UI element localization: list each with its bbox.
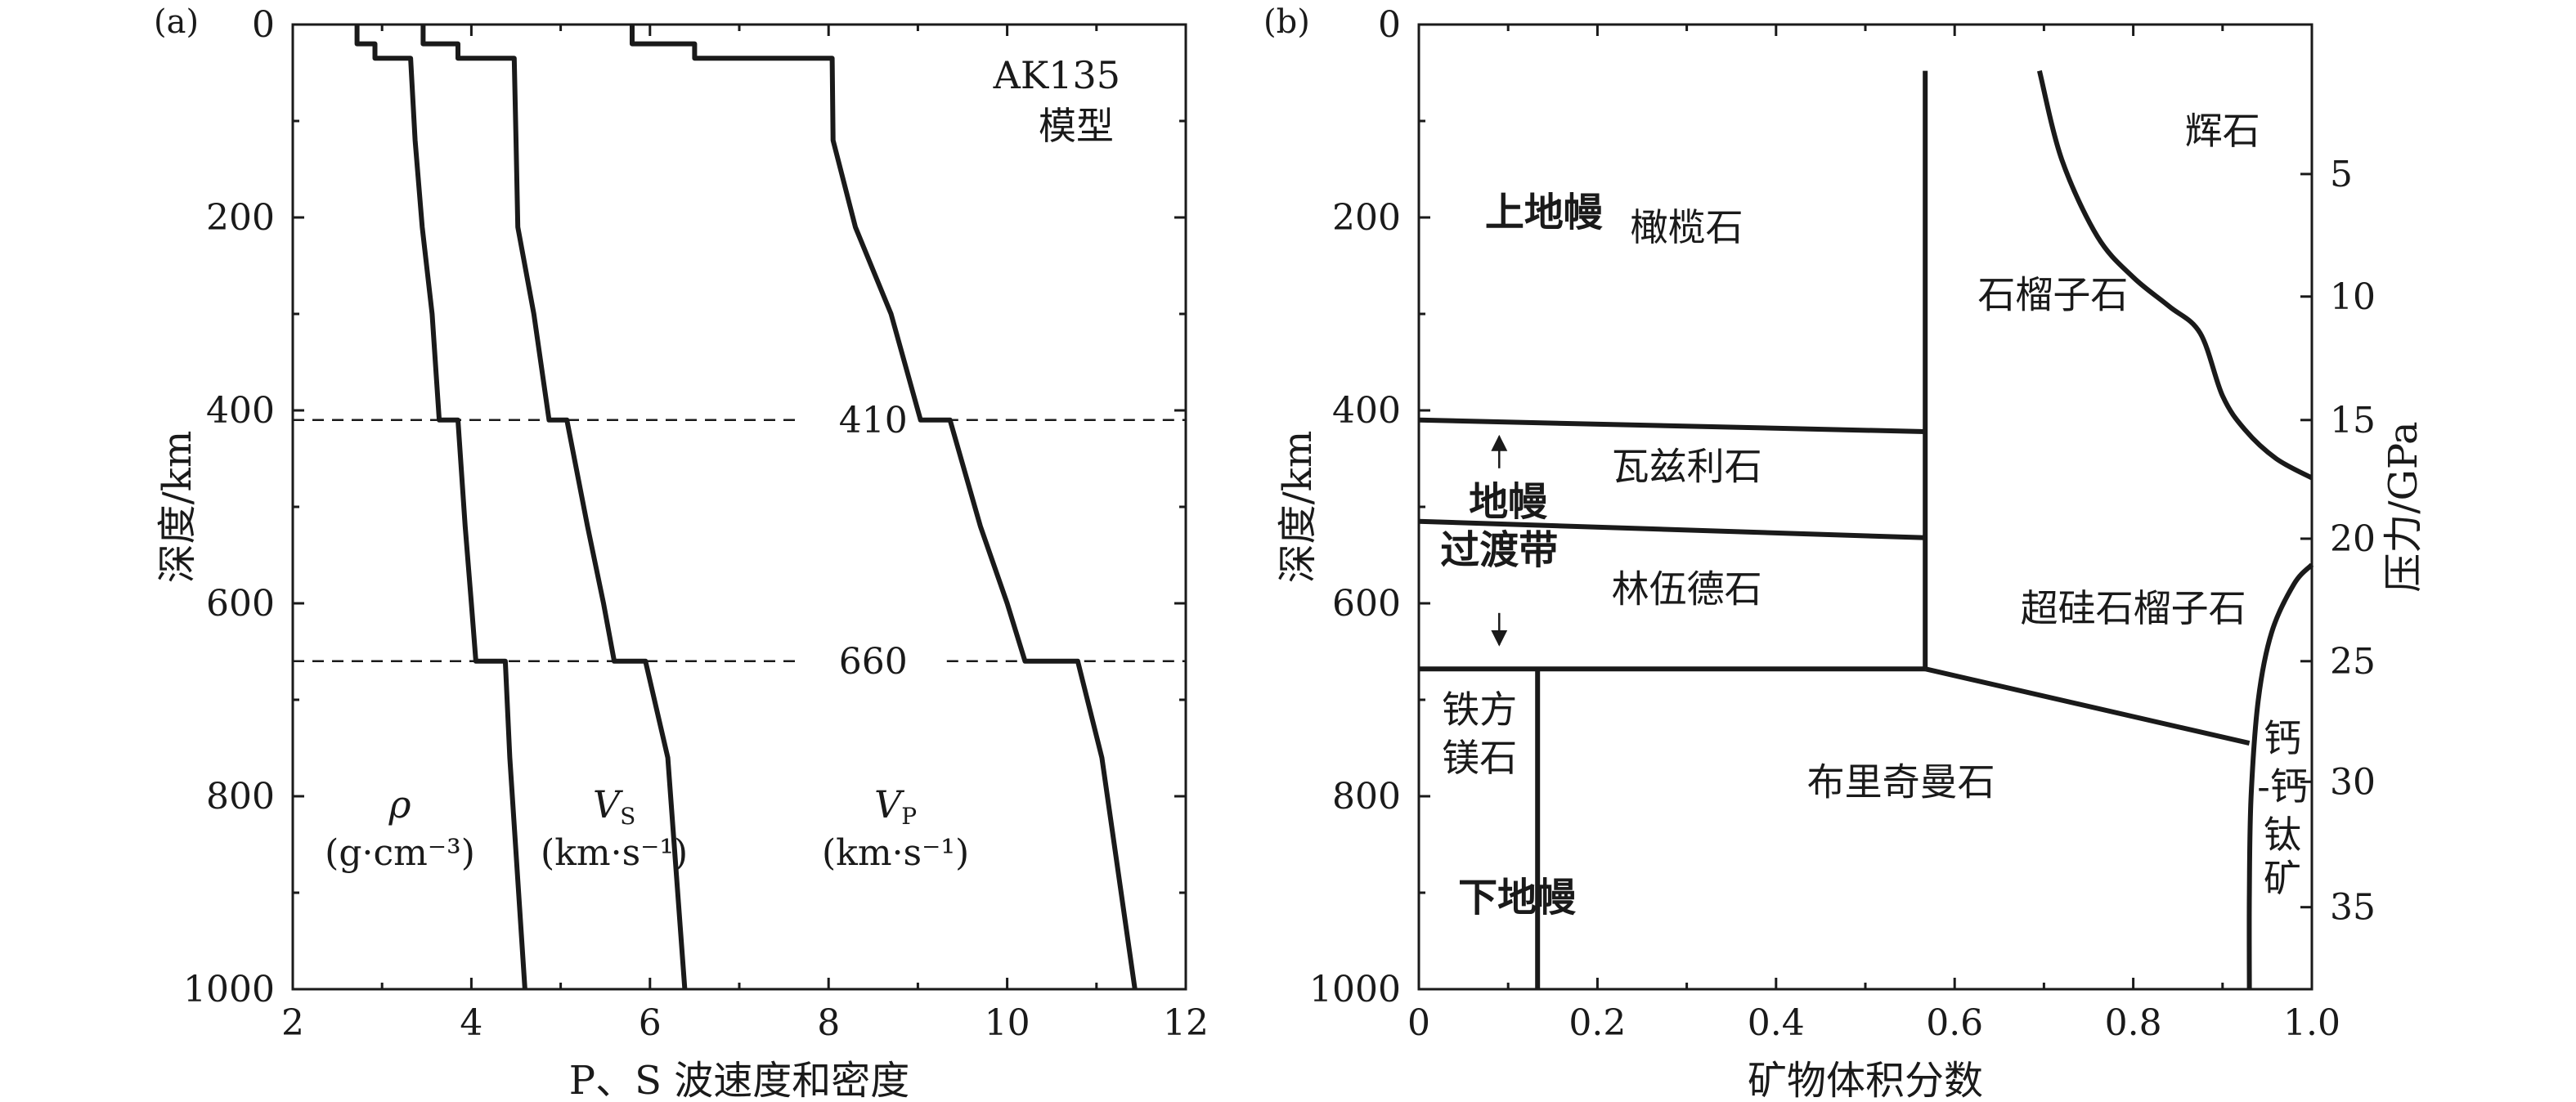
mantle-layer-label: 地幔 (1469, 479, 1547, 525)
x-tick-label: 0 (1407, 1002, 1430, 1044)
vp-symbol: VP (874, 782, 917, 830)
y-tick-label: 600 (1332, 583, 1401, 625)
panel-a-annotation-line1: AK135 (993, 53, 1120, 97)
panel-a-ticks: 2 4 6 8 10 12 0 200 400 600 800 1000 (183, 4, 1209, 1044)
y-tick-label: 1000 (1309, 969, 1401, 1010)
mineral-region-label: 铁方 (1442, 688, 1517, 732)
mineral-region-label: 辉石 (2185, 109, 2260, 153)
series-unit-label: (g·cm⁻³) (325, 832, 475, 874)
panel-a-x-axis-label: P、S 波速度和密度 (569, 1058, 909, 1102)
y-tick-label: 200 (206, 197, 275, 239)
phase-boundary-520-transition (1418, 518, 1926, 540)
density-curve (354, 25, 527, 990)
y-tick-label: 0 (1378, 4, 1401, 46)
x-tick-label: 0.8 (2105, 1002, 2162, 1044)
panel-a-series (354, 25, 1138, 990)
y-tick-label: 1000 (183, 969, 275, 1010)
phase-boundary-410-transition (1418, 417, 1926, 434)
pressure-tick-label: 35 (2330, 887, 2376, 929)
y-tick-label: 400 (206, 390, 275, 432)
vs-symbol: VS (593, 782, 635, 830)
mineral-region-label: 矿 (2264, 856, 2301, 900)
panel-b-x-axis-label: 矿物体积分数 (1748, 1058, 1983, 1102)
mineral-region-label: 布里奇曼石 (1807, 759, 1995, 804)
mineral-region-label: 橄榄石 (1631, 205, 1744, 249)
x-tick-label: 0.4 (1748, 1002, 1805, 1044)
panel-a: (a) 2 4 6 8 10 12 0 200 400 600 800 1000 410 660 ρ (g·… (154, 3, 1209, 1102)
pressure-tick-label: 15 (2330, 400, 2376, 441)
phase-boundary-pyroxene (2036, 69, 2313, 481)
mineral-region-label: 镁石 (1442, 736, 1517, 780)
vp-curve (630, 25, 1138, 990)
density-symbol: ρ (388, 782, 411, 826)
panel-a-guides (293, 419, 1186, 663)
x-tick-label: 10 (985, 1002, 1030, 1044)
mineral-region-label: 钛 (2264, 813, 2301, 857)
y-tick-label: 400 (1332, 390, 1401, 432)
pressure-tick-label: 5 (2330, 154, 2353, 195)
y-tick-label: 200 (1332, 197, 1401, 239)
x-tick-label: 4 (460, 1002, 482, 1044)
x-tick-label: 6 (639, 1002, 662, 1044)
series-unit-label: (km·s⁻¹) (822, 832, 969, 874)
y-tick-label: 800 (206, 776, 275, 818)
panel-a-annotation-line2: 模型 (1039, 104, 1114, 148)
panel-b-boundaries (1418, 69, 2314, 990)
discontinuity-label-410: 410 (839, 400, 908, 441)
panel-b-label: (b) (1263, 3, 1310, 41)
mantle-layer-label: 下地幔 (1458, 875, 1576, 921)
y-tick-label: 600 (206, 583, 275, 625)
y-tick-label: 800 (1332, 776, 1401, 818)
mineral-region-label: 石榴子石 (1977, 272, 2128, 316)
panel-a-y-axis-label: 深度/km (155, 431, 200, 584)
series-unit-label: (km·s⁻¹) (541, 832, 688, 874)
discontinuity-label-660: 660 (839, 641, 908, 683)
pressure-tick-label: 25 (2330, 641, 2376, 683)
mineral-region-label: 超硅石榴子石 (2021, 586, 2246, 630)
x-tick-label: 0.2 (1568, 1002, 1626, 1044)
mantle-layer-label: 过渡带 (1440, 527, 1558, 573)
pressure-tick-label: 30 (2330, 761, 2376, 803)
x-tick-label: 0.6 (1926, 1002, 1983, 1044)
mineral-region-label: 瓦兹利石 (1612, 444, 1762, 488)
panel-b-plot-frame (1417, 23, 2313, 991)
mantle-layer-label: 上地幔 (1485, 190, 1603, 235)
mineral-region-label: 钙 (2264, 716, 2301, 760)
x-tick-label: 12 (1163, 1002, 1209, 1044)
x-tick-label: 2 (281, 1002, 304, 1044)
mineral-region-label: -钙 (2257, 764, 2308, 809)
x-tick-label: 8 (817, 1002, 840, 1044)
panel-a-label: (a) (154, 3, 199, 41)
x-tick-label: 1.0 (2283, 1002, 2340, 1044)
panel-b-ticks: 0 0.2 0.4 0.6 0.8 1.0 0 200 400 600 800 1000 5 10 15 20… (1309, 4, 2376, 1044)
phase-boundary-garnet-perovskite (1924, 666, 2251, 746)
mineral-region-label: 林伍德石 (1612, 567, 1762, 611)
panel-b-y-axis-label: 深度/km (1275, 431, 1321, 584)
panel-b: (b) 0 0.2 0.4 0.6 0.8 1.0 0 200 400 600 800 1000 5 10… (1263, 3, 2426, 1102)
vs-curve (420, 25, 688, 990)
pressure-tick-label: 10 (2330, 276, 2376, 318)
panel-b-right-axis-label: 压力/GPa (2381, 421, 2426, 592)
y-tick-label: 0 (252, 4, 275, 46)
phase-boundary-ca-perovskite (2246, 562, 2314, 990)
pressure-tick-label: 20 (2330, 518, 2376, 560)
